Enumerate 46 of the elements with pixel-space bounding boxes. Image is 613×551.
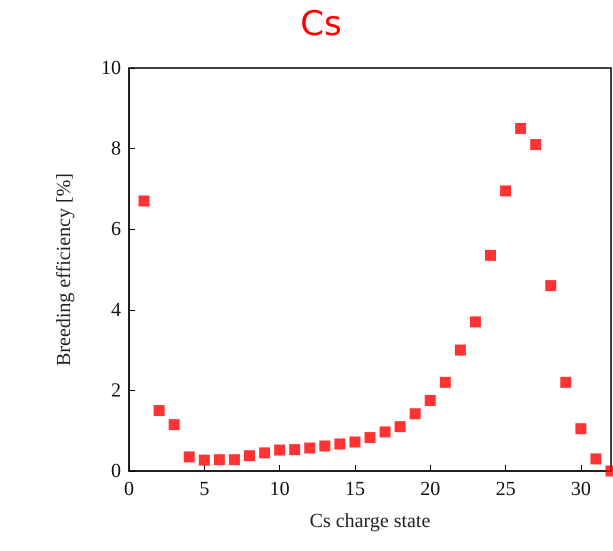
point: [214, 454, 225, 466]
point: [364, 432, 376, 444]
point: [228, 454, 240, 466]
point: [334, 438, 346, 450]
point: [289, 444, 300, 456]
point: [184, 451, 195, 462]
point: [168, 419, 180, 430]
point: [138, 195, 150, 206]
y-tick-label: 8: [111, 138, 121, 160]
point: [244, 450, 255, 462]
point: [349, 436, 360, 448]
x-tick-label: 25: [496, 478, 516, 500]
x-tick-label: 10: [270, 478, 290, 500]
y-tick-label: 4: [111, 298, 121, 321]
y-tick-label: 10: [101, 57, 121, 79]
y-tick-label: 2: [111, 379, 121, 402]
point: [575, 423, 586, 434]
point: [274, 444, 286, 456]
y-tick-label: 0: [111, 460, 121, 482]
point: [515, 122, 526, 134]
x-tick-label: 15: [344, 478, 365, 500]
point: [454, 344, 466, 356]
x-axis-title: Cs charge state: [310, 510, 430, 532]
y-tick-label: 6: [111, 218, 121, 240]
y-axis-title: Breeding efficiency [%]: [53, 173, 75, 366]
point: [410, 408, 421, 420]
point: [380, 426, 391, 438]
point: [259, 447, 270, 458]
point: [470, 316, 481, 328]
x-tick-label: 5: [199, 478, 210, 500]
point: [530, 139, 542, 150]
point: [198, 454, 210, 466]
point: [304, 442, 316, 454]
point: [485, 250, 496, 261]
point: [440, 376, 451, 388]
point: [590, 453, 602, 464]
chart-title: Cs: [300, 4, 342, 44]
x-tick-label: 30: [570, 478, 591, 500]
point: [319, 440, 330, 452]
point: [424, 394, 436, 406]
point: [154, 405, 165, 416]
point: [394, 421, 406, 432]
x-tick-label: 20: [420, 478, 440, 500]
point: [560, 376, 572, 388]
point: [500, 185, 512, 196]
point: [545, 280, 556, 292]
